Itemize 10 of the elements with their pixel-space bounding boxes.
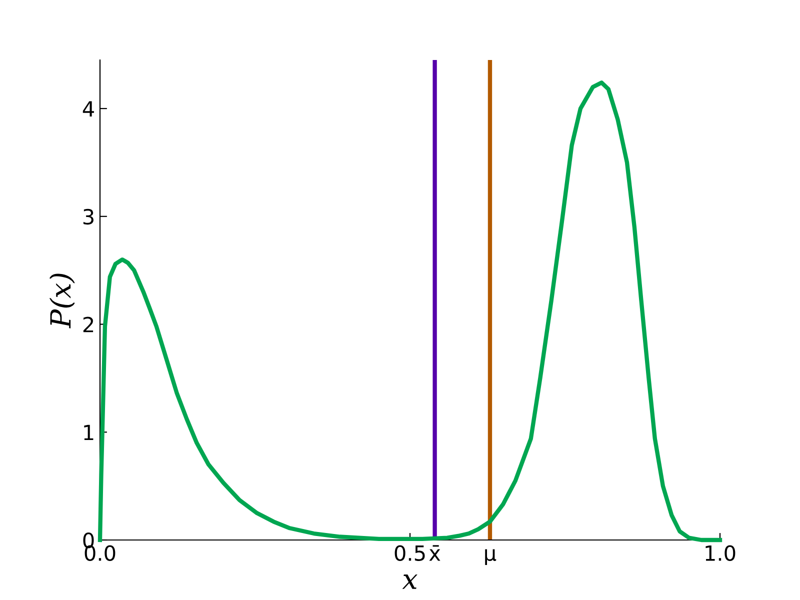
x-tick-label: 1.0 [706,545,736,561]
x-axis-title: x [402,574,418,589]
y-tick-label: 1 [84,424,94,440]
x-tick-label: x̄ [429,545,440,561]
y-axis-title: P(x) [49,274,75,328]
y-tick-label: 4 [82,101,94,116]
y-tick-label: 3 [83,208,94,225]
x-tick-label: μ [485,549,496,566]
x-tick-label: 0.5 [394,545,425,561]
y-tick-label: 2 [83,316,94,332]
